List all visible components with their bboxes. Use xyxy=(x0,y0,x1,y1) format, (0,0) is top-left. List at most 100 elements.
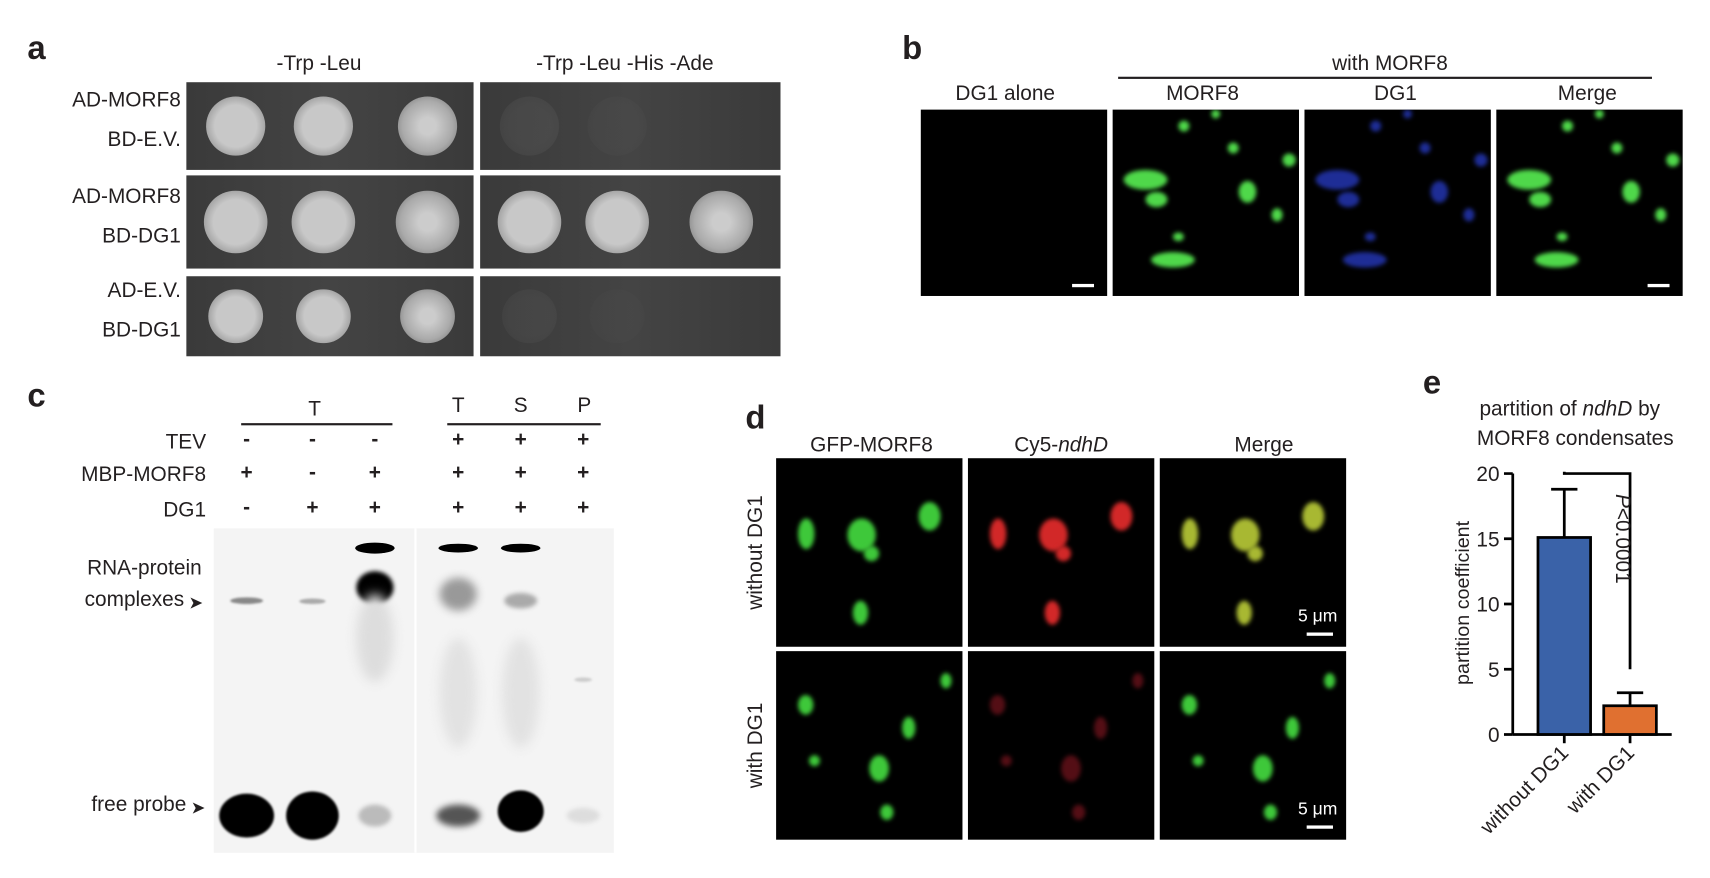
condition-value: + xyxy=(514,461,527,485)
condensate xyxy=(1055,545,1071,562)
group2-S-label: S xyxy=(513,394,528,418)
microscopy-image xyxy=(920,109,1108,296)
microscopy-image xyxy=(776,458,963,647)
condensate xyxy=(1123,169,1168,190)
condensate xyxy=(1403,109,1412,119)
condition-value: + xyxy=(577,428,590,452)
row-label-bd: BD-DG1 xyxy=(102,224,181,248)
condensate xyxy=(1132,673,1144,689)
condensate xyxy=(1145,191,1168,208)
group-T-label: T xyxy=(308,397,321,421)
condensate xyxy=(1337,191,1360,208)
condition-label: DG1 xyxy=(163,498,207,522)
group2-P-label: P xyxy=(577,394,592,418)
condensate xyxy=(798,694,814,715)
scale-bar xyxy=(1647,283,1670,288)
y-tick-label: 0 xyxy=(1488,724,1500,747)
d-row-with: with DG1 xyxy=(744,702,768,789)
yeast-colony xyxy=(691,96,752,156)
medium-label-2: -Trp -Leu -His -Ade xyxy=(536,52,714,76)
condition-value: - xyxy=(243,428,251,452)
condensate xyxy=(869,755,890,782)
condition-value: - xyxy=(371,428,379,452)
microscopy-image: 5 μm xyxy=(1159,651,1347,840)
condensate xyxy=(1192,755,1204,767)
condensate xyxy=(1285,716,1299,739)
row-label-bd: BD-E.V. xyxy=(107,128,181,152)
scale-bar xyxy=(1306,825,1333,829)
condition-label: TEV xyxy=(165,430,207,454)
significance-bracket xyxy=(1562,471,1632,670)
col-label-merge: Merge xyxy=(1557,82,1617,106)
d-col-merge: Merge xyxy=(1234,434,1294,458)
d-row-without: without DG1 xyxy=(744,495,768,610)
group2-line xyxy=(447,423,601,426)
condensate xyxy=(1263,804,1278,820)
p-value-label: P<0.0001 xyxy=(1611,494,1634,584)
condensate xyxy=(1238,180,1257,203)
group2-T-label: T xyxy=(451,394,465,418)
condition-value: + xyxy=(452,496,465,520)
condensate xyxy=(1655,208,1667,222)
yeast-colony xyxy=(689,190,753,254)
microscopy-image xyxy=(1304,109,1491,296)
yeast-colony xyxy=(208,289,263,344)
condensate xyxy=(798,518,815,550)
y-tick-label: 20 xyxy=(1476,463,1499,486)
y-tick-label: 15 xyxy=(1476,528,1499,551)
condensate xyxy=(1556,232,1568,242)
free-probe-arrow-icon: ➤ xyxy=(190,799,206,818)
yeast-colony xyxy=(585,190,649,254)
col-label-dg1: DG1 xyxy=(1374,82,1417,106)
microscopy-image xyxy=(967,651,1155,840)
panel-d-label: d xyxy=(745,400,766,437)
plate-image xyxy=(186,82,474,170)
panel-b-label: b xyxy=(902,30,923,67)
yeast-colony xyxy=(296,289,351,344)
x-tick-label: with DG1 xyxy=(1562,741,1639,818)
complex-arrow-icon: ➤ xyxy=(188,594,204,613)
scale-bar-label: 5 μm xyxy=(1298,800,1338,819)
condensate xyxy=(1211,109,1221,119)
microscopy-image xyxy=(967,458,1155,647)
condensate xyxy=(989,518,1007,550)
condensate xyxy=(1622,180,1640,203)
yeast-colony xyxy=(502,289,557,344)
row-label-ad: AD-E.V. xyxy=(107,278,181,303)
yeast-colony xyxy=(293,96,354,156)
condensate xyxy=(1666,153,1680,167)
microscopy-image xyxy=(1496,109,1683,296)
bar-1 xyxy=(1602,704,1658,736)
with-morf8-label: with MORF8 xyxy=(1332,52,1448,76)
group-line xyxy=(1118,76,1652,79)
condensate xyxy=(1151,252,1195,268)
row-label-ad: AD-MORF8 xyxy=(72,184,181,208)
condensate xyxy=(1181,518,1199,550)
y-tick-label: 5 xyxy=(1488,659,1500,682)
gel-band xyxy=(438,543,478,553)
yeast-colony xyxy=(499,96,560,156)
condensate xyxy=(1181,694,1198,715)
microscopy-image: 5 μm xyxy=(1159,458,1347,647)
condensate xyxy=(1061,755,1081,782)
condensate xyxy=(1430,180,1449,203)
plate-image xyxy=(186,276,474,357)
condition-value: + xyxy=(514,496,527,520)
condensate xyxy=(1252,755,1273,782)
condition-value: + xyxy=(577,496,590,520)
condensate xyxy=(1227,142,1239,154)
condensate xyxy=(1094,716,1108,739)
gel-band xyxy=(566,807,600,824)
free-probe-label: free probe xyxy=(91,793,187,817)
p-italic: P xyxy=(1611,494,1634,508)
panel-c-label: c xyxy=(27,378,46,415)
condensate xyxy=(1247,545,1263,562)
gel-band xyxy=(358,804,392,827)
condition-value: + xyxy=(452,428,465,452)
yeast-colony xyxy=(397,96,458,156)
condition-value: + xyxy=(368,461,381,485)
yeast-colony xyxy=(203,190,268,254)
scale-bar xyxy=(1306,632,1333,636)
condensate xyxy=(1474,153,1488,167)
